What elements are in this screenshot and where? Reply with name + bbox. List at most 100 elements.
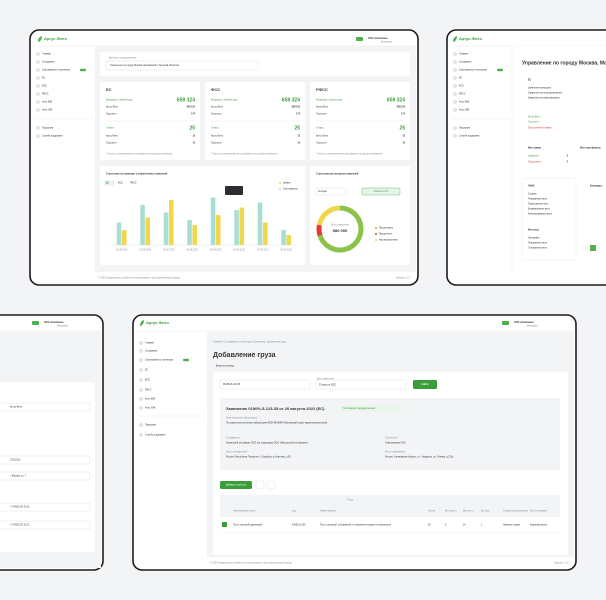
nav-item[interactable]: РФСС — [42, 93, 49, 96]
label: Переданные акты — [528, 199, 548, 201]
nav-item[interactable]: ФСС — [459, 85, 464, 88]
tooltip — [225, 186, 243, 195]
nav-item[interactable]: Служба поддержки — [459, 136, 480, 138]
add-button[interactable] — [220, 481, 252, 489]
nav-item[interactable]: Акты КФК — [145, 398, 156, 401]
tab-active — [104, 180, 114, 186]
label: Госуслуги — [211, 114, 222, 116]
bar — [215, 215, 221, 245]
label: Выберите подразделение — [109, 58, 137, 60]
nav-item[interactable]: Главная — [42, 54, 51, 56]
nav-icon — [36, 126, 40, 130]
label: 174 — [296, 113, 301, 116]
label: Входящих с начала года — [316, 100, 343, 102]
nav-item[interactable]: ЕС — [459, 78, 463, 80]
label: 10 — [297, 143, 300, 145]
nav-item[interactable]: Подсказки — [42, 128, 54, 130]
nav-item[interactable]: ЕС — [145, 370, 149, 372]
tab: ФСС — [118, 182, 123, 185]
label: Переданные акты — [528, 243, 548, 245]
label: Заявления на аннулирование — [528, 98, 560, 100]
brand: Аргус-Фито — [459, 36, 482, 41]
bar — [140, 205, 145, 245]
label: 15 — [402, 136, 405, 138]
cell: 20 — [428, 525, 431, 527]
role: Менеджер — [381, 41, 393, 43]
label: * Числа по заявлениям на сертификаты не … — [316, 153, 383, 156]
nav-item[interactable]: ФСС — [42, 85, 47, 88]
company: ООО «Компания» — [44, 322, 65, 324]
nav-item[interactable]: Служба поддержки — [145, 435, 166, 437]
label: Отправлены акты — [528, 248, 547, 250]
label: Аргус-Фито — [316, 106, 329, 109]
nav-item[interactable]: Главная — [145, 343, 154, 345]
label: Просроченные заявки — [528, 128, 552, 130]
nav-item[interactable]: Сертификаты и сигнатуры — [42, 69, 70, 72]
label: Просрочено — [528, 162, 542, 164]
nav-item[interactable]: Сотрудники — [42, 62, 55, 64]
badge — [502, 321, 509, 325]
label: Всего заявлений — [331, 224, 350, 227]
label: Я код — [347, 500, 354, 502]
legend-label: Заявки — [283, 183, 291, 185]
nav-item[interactable]: Служба поддержки — [42, 136, 63, 138]
label: 15 — [297, 136, 300, 138]
legend-dot — [375, 239, 377, 241]
nav-item[interactable]: ФСС — [145, 379, 150, 382]
label: Возвращенные акты — [528, 209, 550, 211]
label: 659 324 — [387, 97, 405, 103]
label: Место назначения — [385, 452, 405, 454]
company: ООО «Компания» — [368, 38, 389, 40]
label: Отказы — [211, 128, 219, 130]
column-header: Кол-во — [428, 511, 436, 513]
bar — [121, 230, 127, 245]
nav-item[interactable]: Сертификаты и сигнатуры — [459, 69, 487, 72]
bar — [281, 230, 286, 245]
label: 658 150 — [187, 107, 196, 109]
nav-item[interactable]: Сертификаты и сигнатуры — [145, 359, 173, 362]
label: Госуслуги — [528, 122, 539, 124]
bar — [168, 200, 174, 245]
label: 20 августа 2022 — [319, 385, 337, 387]
input — [219, 379, 311, 390]
label: ФСС — [211, 87, 220, 92]
nav-item[interactable]: Акты УФК — [459, 109, 470, 112]
nav-item[interactable]: РФСС — [459, 93, 466, 96]
nav-item[interactable]: Акты КФК — [42, 101, 53, 104]
nav-item[interactable]: Главная — [459, 54, 468, 56]
nav-icon — [36, 76, 40, 80]
nav-item[interactable]: ЕС — [42, 78, 46, 80]
nav-item[interactable]: Сотрудники — [145, 351, 158, 353]
find-button[interactable] — [413, 380, 437, 389]
nav-item[interactable]: РФСС — [145, 389, 152, 392]
bar — [187, 220, 192, 245]
company: ООО «Компания» — [514, 322, 535, 324]
cell: Пусти грезовый, отборанный от семенной п… — [320, 524, 391, 527]
label: 658 150 — [292, 107, 301, 109]
label: Управление по городу Москва, Московской … — [110, 64, 179, 67]
column-header: Код — [292, 511, 297, 513]
bar — [116, 222, 122, 245]
logo-icon — [140, 320, 144, 326]
label: 658 150 — [397, 107, 406, 109]
label: 10 — [402, 143, 405, 145]
nav-item[interactable]: Сотрудники — [459, 62, 472, 64]
label: Добавить ещё груз — [226, 485, 246, 487]
nav-item[interactable]: Подсказки — [145, 425, 157, 427]
application-block — [220, 398, 560, 470]
x-tick-label: 02.08.2022 — [140, 250, 152, 252]
label: Черновики — [528, 238, 540, 240]
label: 659 324 — [177, 97, 195, 103]
bar — [257, 202, 263, 245]
new-badge — [80, 68, 86, 72]
label: 72312312 — [10, 460, 21, 462]
nav-item[interactable]: Акты УФК — [42, 109, 53, 112]
calendar-day — [590, 245, 596, 251]
nav-icon — [453, 60, 457, 64]
nav-item[interactable]: Подсказки — [459, 128, 471, 130]
donut-segment — [316, 224, 323, 237]
nav-item[interactable]: Акты УФК — [145, 407, 156, 410]
nav-item[interactable]: Акты КФК — [459, 101, 470, 104]
nav-icon — [139, 358, 143, 362]
